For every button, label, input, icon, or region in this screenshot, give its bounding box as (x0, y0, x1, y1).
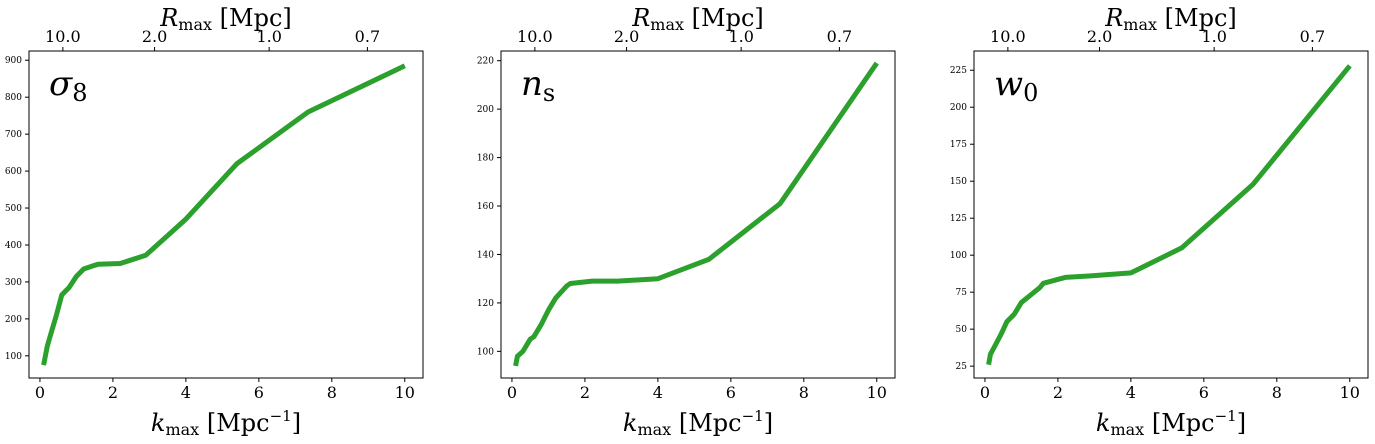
x-tick-label: 0 (980, 383, 990, 402)
x-tick-label: 4 (181, 383, 191, 402)
y-tick-label: 700 (5, 130, 22, 140)
y-tick-label: 100 (5, 352, 22, 362)
x-tick-label: 0 (507, 383, 517, 402)
y-tick-label: 200 (477, 105, 494, 115)
top-axis-label: Rmax [Mpc] (159, 4, 292, 34)
y-tick-label: 120 (477, 299, 494, 309)
top-tick-label: 0.7 (1300, 27, 1325, 46)
y-tick-label: 800 (5, 93, 22, 103)
parameter-subscript: 8 (72, 79, 87, 107)
plot-frame (500, 50, 896, 379)
parameter-subscript: 0 (1023, 79, 1038, 107)
y-tick-label: 220 (477, 57, 494, 67)
x-tick-label: 8 (327, 383, 337, 402)
panel-2: 0 2 4 6 8 10 100 120 140 160 180 200 220 10.0 2.0 1.0 0.… (477, 4, 896, 439)
top-tick-label: 1.0 (728, 27, 753, 46)
x-tick-label: 0 (35, 383, 45, 402)
y-tick-label: 200 (950, 103, 967, 113)
x-tick-label: 4 (653, 383, 663, 402)
y-tick-label: 300 (5, 278, 22, 288)
top-tick-label: 0.7 (827, 27, 852, 46)
y-tick-label: 400 (5, 241, 22, 251)
parameter-symbol: σ (49, 64, 73, 104)
x-tick-label: 6 (1199, 383, 1209, 402)
top-axis-label: Rmax [Mpc] (631, 4, 764, 34)
parameter-label: w0 (994, 64, 1038, 107)
parameter-subscript: s (543, 79, 555, 107)
y-tick-label: 900 (5, 56, 22, 66)
plot-frame (28, 50, 424, 379)
x-tick-label: 10 (867, 383, 887, 402)
top-tick-label: 1.0 (256, 27, 281, 46)
panel-3: 0 2 4 6 8 10 25 50 75 100 125 150 175 200 225 10.0 2.0 1.… (950, 4, 1369, 439)
x-tick-label: 2 (1053, 383, 1063, 402)
y-tick-label: 160 (477, 202, 494, 212)
y-tick-label: 100 (950, 251, 967, 261)
top-tick-label: 0.7 (355, 27, 380, 46)
parameter-label: ns (521, 64, 555, 107)
plot-frame (973, 50, 1369, 379)
y-tick-label: 75 (956, 288, 968, 298)
top-axis-label: Rmax [Mpc] (1104, 4, 1237, 34)
x-tick-label: 6 (726, 383, 736, 402)
y-tick-label: 225 (950, 66, 967, 76)
y-tick-label: 140 (477, 250, 494, 260)
y-tick-label: 200 (5, 315, 22, 325)
y-tick-label: 50 (956, 325, 968, 335)
y-tick-label: 125 (950, 214, 967, 224)
top-tick-label: 10.0 (990, 27, 1026, 46)
y-tick-label: 100 (477, 347, 494, 357)
x-tick-label: 2 (580, 383, 590, 402)
series-line (41, 63, 406, 366)
y-tick-label: 150 (950, 177, 967, 187)
y-tick-label: 175 (950, 140, 967, 150)
x-axis-label: kmax [Mpc−1] (151, 407, 301, 439)
top-tick-label: 1.0 (1201, 27, 1226, 46)
y-tick-label: 25 (956, 362, 968, 372)
series-line (986, 64, 1352, 366)
x-tick-label: 2 (108, 383, 118, 402)
x-tick-label: 10 (395, 383, 415, 402)
parameter-symbol: n (521, 64, 543, 104)
x-tick-label: 4 (1126, 383, 1136, 402)
top-tick-label: 2.0 (1087, 27, 1112, 46)
top-tick-label: 2.0 (614, 27, 639, 46)
x-tick-label: 8 (799, 383, 809, 402)
y-tick-label: 600 (5, 167, 22, 177)
top-tick-label: 10.0 (45, 27, 81, 46)
y-tick-label: 500 (5, 204, 22, 214)
parameter-label: σ8 (49, 64, 88, 107)
panel-1: 0 2 4 6 8 10 100 200 300 400 500 600 700 800 900 10.0 2.… (5, 4, 424, 439)
x-tick-label: 10 (1340, 383, 1360, 402)
x-tick-label: 6 (254, 383, 264, 402)
x-axis-label: kmax [Mpc−1] (1096, 407, 1246, 439)
x-axis-label: kmax [Mpc−1] (623, 407, 773, 439)
top-tick-label: 2.0 (142, 27, 167, 46)
series-line (513, 61, 879, 367)
top-tick-label: 10.0 (517, 27, 553, 46)
parameter-symbol: w (994, 64, 1023, 104)
y-tick-label: 180 (477, 154, 494, 164)
x-tick-label: 8 (1272, 383, 1282, 402)
